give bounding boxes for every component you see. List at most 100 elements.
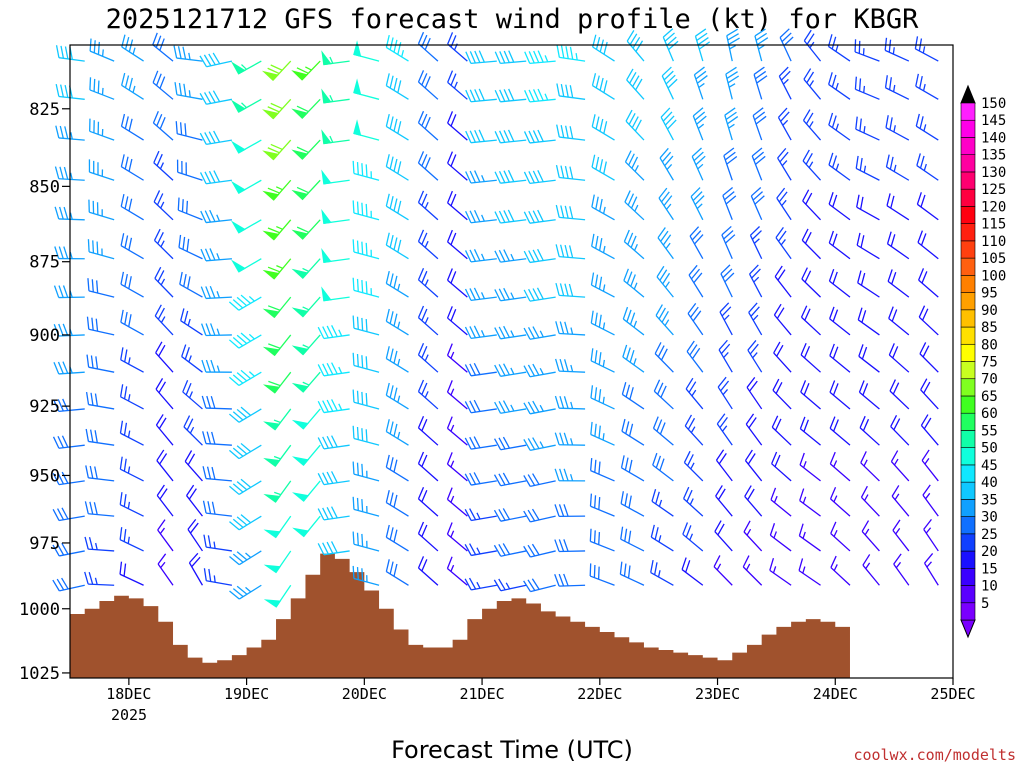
- wind-barb: [884, 75, 910, 100]
- wind-barb: [352, 496, 380, 517]
- wind-barb: [291, 60, 321, 81]
- wind-barb: [120, 271, 144, 298]
- wind-barb: [184, 450, 203, 482]
- wind-barb: [464, 325, 497, 340]
- wind-barb: [889, 379, 910, 410]
- wind-barb: [120, 347, 144, 373]
- wind-barb: [291, 98, 321, 120]
- wind-barb: [417, 70, 439, 100]
- wind-barb: [229, 478, 262, 495]
- wind-barb: [291, 296, 321, 318]
- wind-barb: [555, 204, 586, 221]
- wind-barb: [620, 526, 645, 552]
- wind-barb: [321, 50, 350, 66]
- wind-barb: [915, 73, 939, 100]
- wind-barb: [686, 340, 704, 373]
- wind-barb: [291, 371, 321, 393]
- wind-barb: [417, 151, 439, 181]
- wind-barb: [713, 555, 733, 586]
- wind-barb: [152, 70, 174, 100]
- colorbar-label: 85: [981, 320, 998, 336]
- wind-barb: [622, 306, 645, 336]
- wind-barb: [156, 449, 174, 482]
- wind-barb: [778, 66, 792, 100]
- wind-barb: [155, 378, 174, 410]
- wind-barb: [229, 442, 262, 460]
- wind-barb: [321, 88, 350, 104]
- wind-barb: [715, 485, 733, 517]
- wind-barb: [494, 249, 527, 263]
- wind-barb: [556, 124, 586, 141]
- colorbar-label: 50: [981, 441, 998, 457]
- wind-barb: [291, 444, 321, 467]
- wind-barb: [885, 115, 910, 141]
- colorbar-swatch: [960, 309, 976, 328]
- wind-barb: [157, 553, 174, 586]
- wind-barb: [352, 315, 380, 336]
- wind-barb: [85, 465, 115, 482]
- colorbar-swatch: [960, 275, 976, 293]
- wind-barb: [175, 121, 203, 141]
- wind-barb: [799, 416, 821, 446]
- wind-barb: [493, 578, 527, 592]
- colorbar-swatch: [960, 154, 976, 173]
- wind-barb: [556, 44, 586, 62]
- wind-barb: [353, 78, 380, 100]
- colorbar-swatch: [960, 326, 976, 345]
- wind-barb: [52, 542, 85, 557]
- wind-barb: [291, 219, 321, 240]
- wind-barb: [291, 139, 321, 160]
- wind-barb: [154, 304, 174, 336]
- wind-barb: [446, 229, 468, 260]
- wind-barb: [589, 563, 615, 586]
- wind-barb: [230, 179, 262, 194]
- colorbar-swatch: [960, 361, 976, 380]
- wind-barb: [385, 524, 409, 552]
- wind-barb: [802, 149, 822, 181]
- wind-barb: [292, 515, 321, 538]
- wind-barb: [54, 166, 85, 181]
- wind-barb: [624, 150, 645, 181]
- wind-barb: [417, 305, 439, 336]
- wind-barb: [779, 28, 794, 62]
- wind-barb: [555, 282, 586, 298]
- wind-barb: [291, 334, 321, 356]
- wind-barb: [653, 379, 674, 410]
- wind-barb: [625, 109, 645, 141]
- wind-barb: [84, 501, 115, 517]
- wind-barb: [854, 39, 880, 62]
- wind-barb: [590, 310, 615, 336]
- wind-barb: [321, 286, 350, 302]
- wind-barb: [719, 302, 733, 336]
- wind-barb: [352, 389, 380, 410]
- wind-barb: [747, 339, 763, 373]
- wind-barb: [53, 398, 85, 413]
- colorbar-swatch: [960, 119, 976, 138]
- wind-barb: [385, 559, 409, 586]
- wind-barb: [829, 306, 851, 336]
- colorbar-label: 30: [981, 510, 998, 526]
- wind-barb: [777, 107, 792, 141]
- wind-barb: [89, 38, 115, 62]
- wind-barb: [590, 421, 615, 446]
- wind-barb: [494, 325, 527, 340]
- wind-barb: [385, 193, 409, 221]
- wind-barb: [523, 248, 556, 264]
- wind-barb: [230, 139, 262, 154]
- wind-barb: [555, 165, 586, 181]
- y-tick-label: 1025: [19, 664, 60, 684]
- y-axis: 825 850 875 900 925 950 975 1000 1025: [19, 100, 70, 684]
- wind-barb: [918, 305, 939, 336]
- wind-barb: [120, 113, 144, 141]
- wind-barb: [229, 550, 262, 566]
- wind-barb: [180, 308, 203, 336]
- wind-barb: [626, 30, 645, 62]
- wind-barb: [523, 209, 556, 224]
- wind-barb: [858, 380, 880, 410]
- colorbar-label: 20: [981, 544, 998, 560]
- wind-barb: [523, 326, 556, 340]
- wind-barb: [523, 578, 556, 593]
- colorbar-swatch: [960, 567, 976, 586]
- colorbar-label: 5: [981, 596, 989, 612]
